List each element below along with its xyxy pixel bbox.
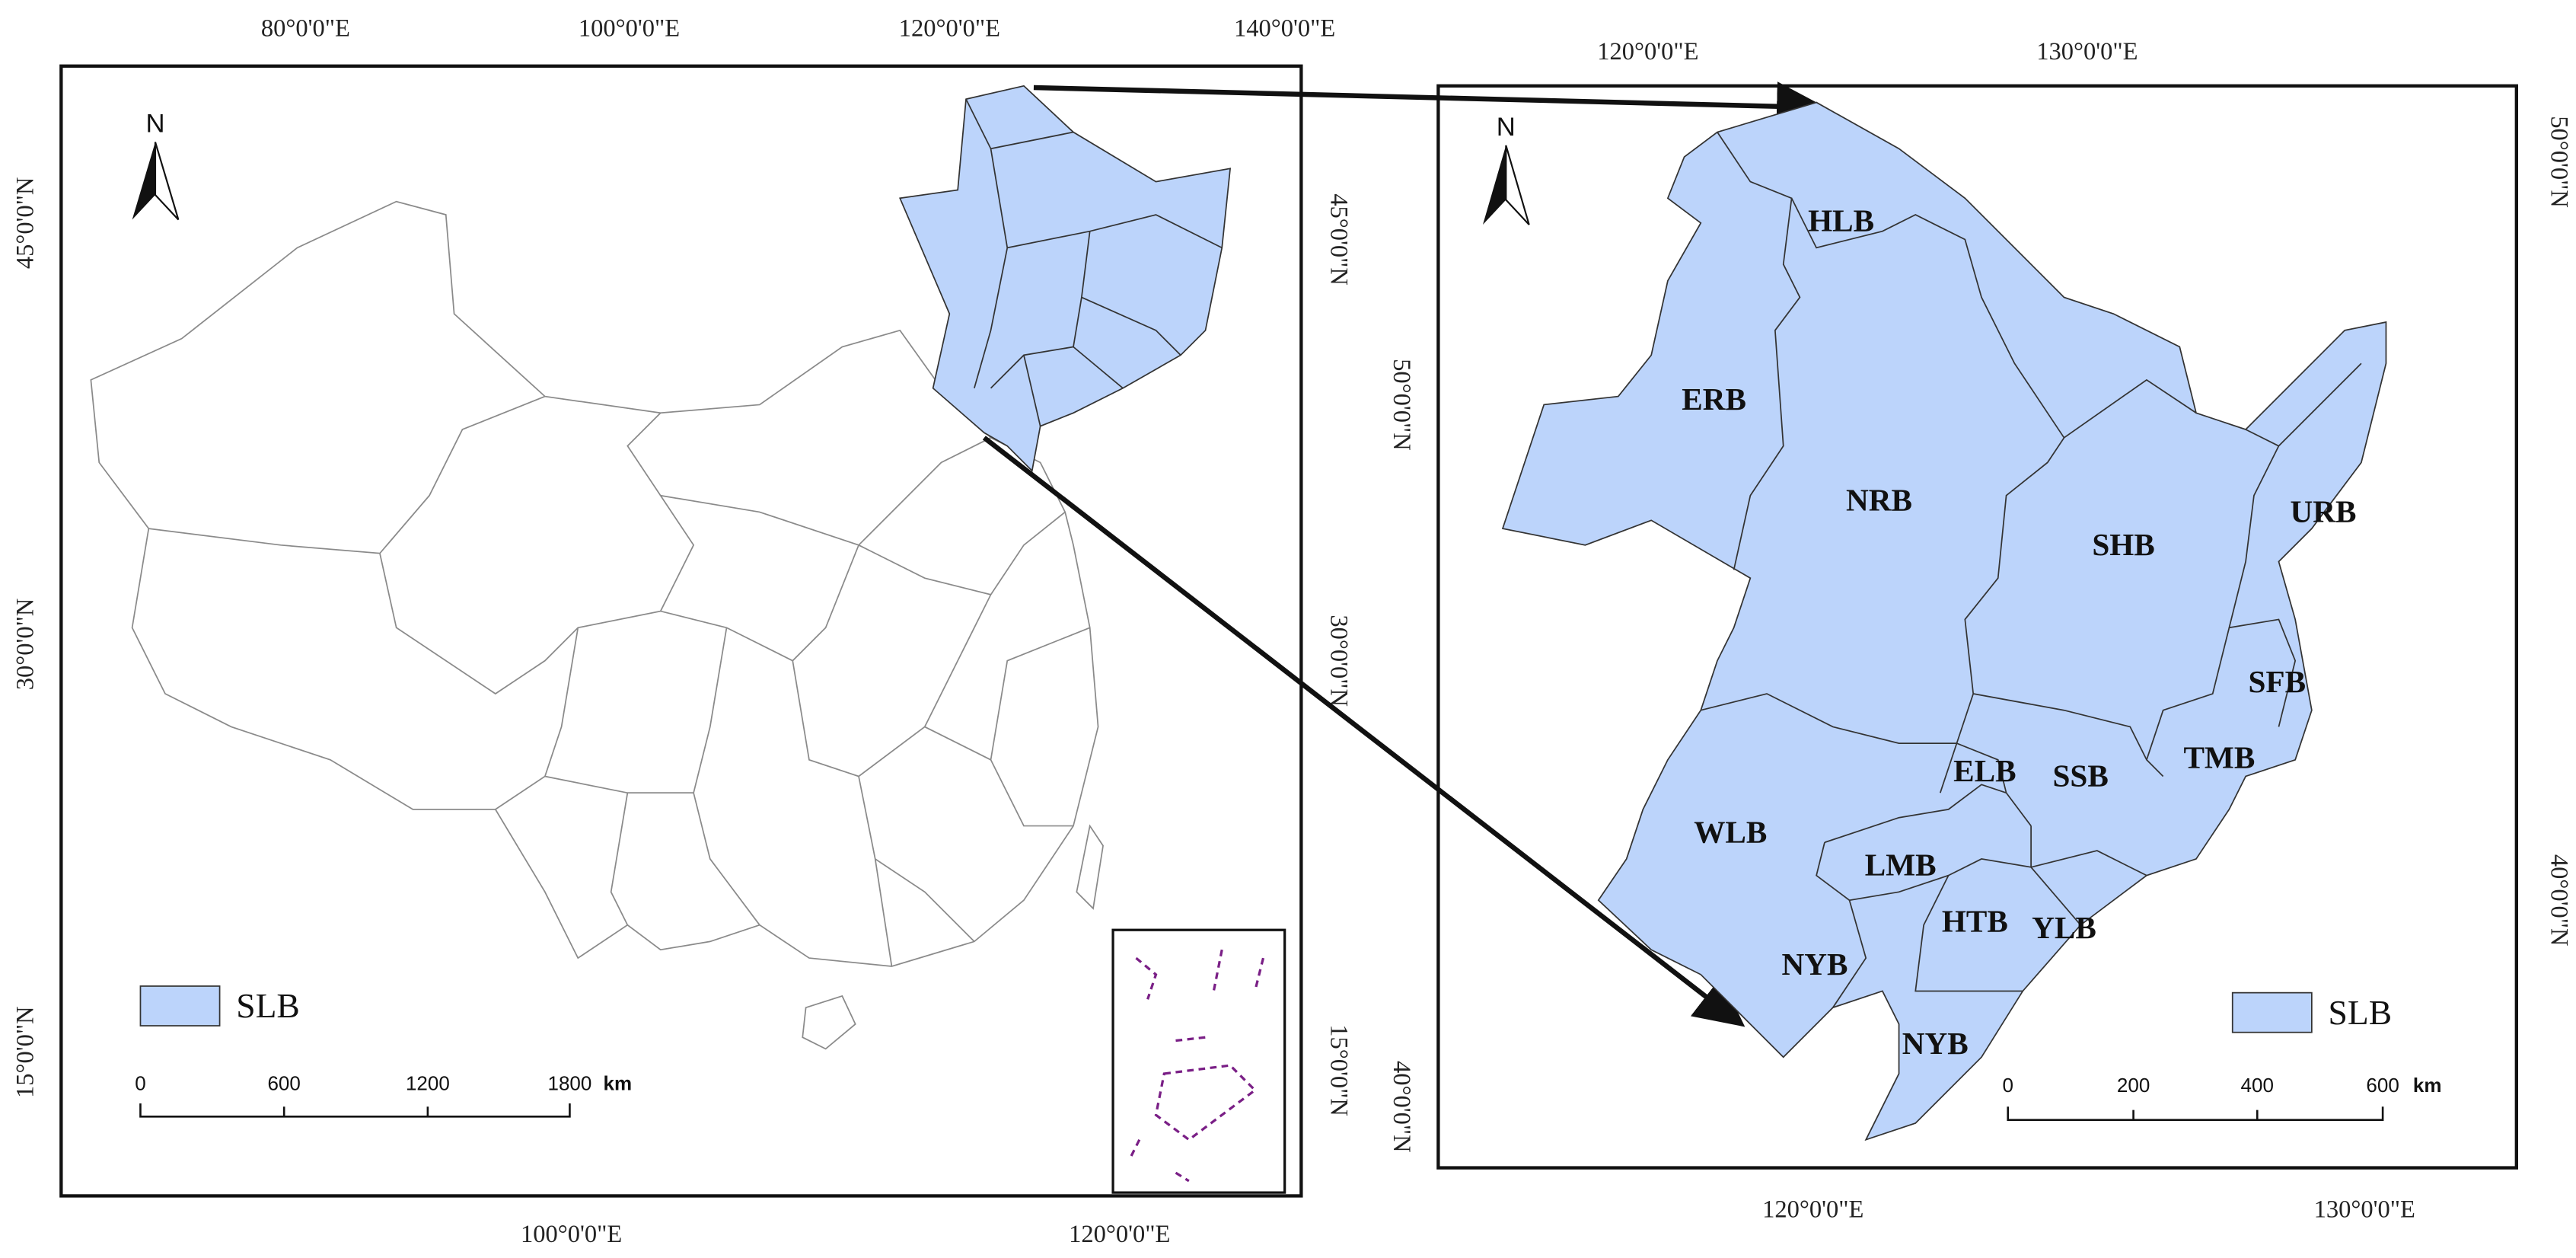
scale-unit: km: [2413, 1074, 2442, 1097]
scale-label: 400: [2241, 1074, 2274, 1097]
legend-swatch: [139, 985, 221, 1027]
lon-label: 140°0'0"E: [1234, 15, 1335, 43]
overview-frame: [59, 64, 1303, 1198]
lat-label: 40°0'0"N: [1388, 1061, 1415, 1153]
region-label: ERB: [1682, 382, 1746, 417]
legend-label: SLB: [236, 986, 300, 1025]
region-label: HTB: [1942, 903, 2008, 938]
north-arrow: [1505, 145, 1530, 225]
region-label: SHB: [2092, 527, 2154, 562]
lat-label: 30°0'0"N: [1325, 615, 1352, 707]
overview-top-labels: 80°0'0"E 100°0'0"E 120°0'0"E 140°0'0"E: [261, 15, 1335, 43]
lon-label: 120°0'0"E: [1069, 1221, 1170, 1248]
slb-region-overview: [899, 85, 1232, 472]
scale-label: 600: [267, 1072, 300, 1095]
lat-label: 15°0'0"N: [1325, 1024, 1352, 1116]
region-label: TMB: [2183, 740, 2255, 775]
lon-label: 130°0'0"E: [2314, 1196, 2415, 1224]
north-arrow: [132, 142, 155, 220]
lon-label: 120°0'0"E: [899, 15, 1000, 43]
lat-label: 40°0'0"N: [2545, 854, 2572, 947]
lat-label: 45°0'0"N: [11, 177, 39, 270]
legend-swatch: [2231, 991, 2313, 1033]
region-label: NRB: [1846, 482, 1912, 517]
slb-region-detail: [1501, 101, 2387, 1141]
lon-label: 120°0'0"E: [1762, 1196, 1863, 1224]
inset-islands: [1130, 949, 1265, 1183]
lon-label: 130°0'0"E: [2036, 38, 2138, 65]
lat-label: 45°0'0"N: [1325, 193, 1352, 286]
south-china-sea-inset: [1111, 928, 1286, 1194]
scale-label: 1200: [406, 1072, 450, 1095]
lat-label: 50°0'0"N: [2545, 116, 2572, 208]
scale-label: 0: [2003, 1074, 2013, 1097]
region-label: ELB: [1953, 753, 2016, 788]
scale-bar: [139, 1103, 571, 1118]
scale-label: 200: [2117, 1074, 2150, 1097]
north-label: N: [145, 110, 164, 139]
region-label: HLB: [1808, 203, 1874, 238]
region-label: NYB: [1902, 1026, 1969, 1061]
region-label: WLB: [1694, 814, 1767, 849]
province-boundaries: [148, 395, 1091, 967]
taiwan: [1076, 824, 1104, 910]
north-arrow: [154, 142, 180, 221]
legend-label: SLB: [2329, 993, 2393, 1032]
region-label: SFB: [2249, 664, 2307, 699]
scale-bar: [2007, 1106, 2384, 1121]
lon-label: 120°0'0"E: [1597, 38, 1698, 65]
china-outline: [90, 200, 1099, 967]
lat-label: 50°0'0"N: [1388, 359, 1415, 451]
scale-label: 600: [2366, 1074, 2399, 1097]
region-label: URB: [2291, 493, 2357, 528]
north-label: N: [1497, 113, 1516, 142]
detail-frame: [1436, 84, 2518, 1170]
scale-label: 1800: [547, 1072, 591, 1095]
region-label: SSB: [2053, 758, 2109, 793]
region-label: YLB: [2032, 910, 2096, 945]
zoom-arrow: [982, 436, 1745, 1027]
slb-subbasins-overview: [965, 98, 1223, 426]
lon-label: 80°0'0"E: [261, 15, 350, 43]
lon-label: 100°0'0"E: [579, 15, 680, 43]
zoom-arrow: [1033, 81, 1827, 132]
lon-label: 100°0'0"E: [521, 1221, 622, 1248]
lat-label: 15°0'0"N: [11, 1006, 39, 1098]
hainan: [802, 995, 856, 1050]
scale-label: 0: [135, 1072, 145, 1095]
scale-unit: km: [604, 1072, 633, 1095]
region-label: NYB: [1781, 947, 1848, 982]
lat-label: 30°0'0"N: [11, 599, 39, 691]
region-label: LMB: [1865, 848, 1937, 883]
slb-subbasins-detail: [1701, 132, 2362, 1008]
